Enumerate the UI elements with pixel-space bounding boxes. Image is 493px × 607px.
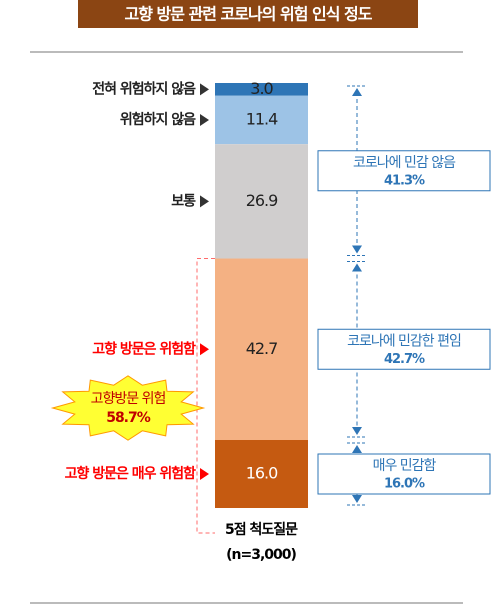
group-box (317, 328, 491, 370)
pointer-arrow (200, 113, 209, 126)
value-label: 42.7 (246, 339, 278, 358)
category-label: 전혀 위험하지 않음 (92, 80, 196, 97)
pointer-arrow (200, 195, 209, 208)
chart-title: 고향 방문 관련 코로나의 위험 인식 정도 (125, 5, 373, 24)
arrow-head (352, 427, 362, 435)
arrow-head (352, 88, 362, 96)
bar-segment (215, 144, 308, 259)
bar-segment (215, 440, 308, 508)
group-box (317, 453, 491, 495)
category-label: 고향 방문은 매우 위험함 (65, 465, 197, 482)
group-value: 16.0% (384, 477, 425, 492)
category-label: 고향 방문은 위험함 (92, 340, 196, 357)
pointer-arrow (200, 468, 209, 480)
group-name: 코로나에 민감 않음 (353, 155, 456, 171)
group-box (317, 150, 491, 192)
starburst (50, 375, 206, 441)
arrow-head (352, 263, 362, 272)
group-value: 42.7% (384, 352, 425, 367)
value-label: 3.0 (250, 79, 273, 98)
highlight-name: 고향방문 위험 (91, 391, 166, 407)
title-bar (78, 0, 418, 28)
bar-segment (215, 95, 308, 145)
footnote: 5점 척도질문 (225, 521, 298, 538)
value-label: 26.9 (246, 191, 278, 210)
arrow-head (352, 495, 362, 503)
pointer-arrow (200, 343, 209, 356)
highlight-value: 58.7% (106, 410, 151, 426)
pointer-arrow (200, 83, 209, 96)
bar-segment (215, 258, 308, 440)
value-label: 16.0 (246, 464, 278, 483)
arrow-head (352, 445, 362, 453)
arrow-head (352, 245, 362, 254)
value-label: 11.4 (246, 109, 278, 128)
group-name: 코로나에 민감한 편임 (347, 333, 461, 349)
bar-segment (215, 83, 308, 96)
category-label: 보통 (171, 193, 196, 209)
category-label: 위험하지 않음 (120, 111, 196, 128)
highlight-bracket (196, 258, 215, 534)
group-value: 41.3% (384, 173, 425, 188)
group-name: 매우 민감함 (373, 458, 437, 474)
footnote: (n=3,000) (226, 547, 296, 563)
